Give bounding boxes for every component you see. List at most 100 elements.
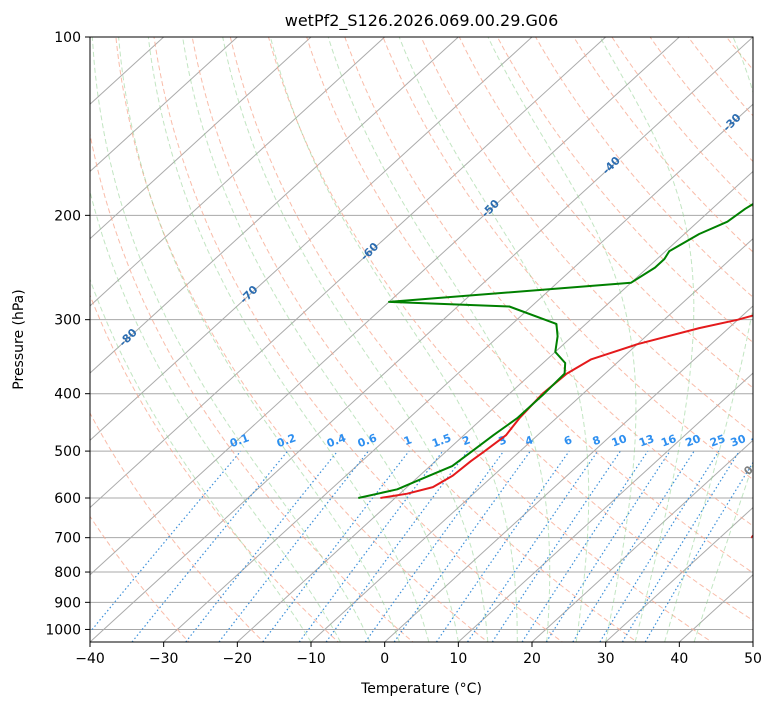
- mixing-ratio-line: [621, 450, 740, 642]
- isotherm-line: [90, 37, 459, 374]
- mixing-ratio-label: 30: [729, 432, 748, 450]
- y-tick-label: 100: [54, 30, 81, 46]
- x-tick-label: 50: [744, 651, 762, 667]
- isotherm-line: [384, 305, 753, 642]
- moist-adiabat-line: [118, 37, 400, 642]
- moist-adiabat-line: [269, 37, 518, 642]
- isotherm-line: [236, 170, 753, 642]
- y-tick-label: 700: [54, 531, 81, 547]
- mixing-ratio-line: [364, 450, 505, 642]
- mixing-ratio-label: 13: [637, 432, 656, 449]
- dry-adiabat-line: [458, 37, 753, 389]
- mixing-ratio-line: [185, 450, 339, 642]
- y-tick-label: 900: [54, 595, 81, 611]
- mixing-ratio-label: 0.6: [356, 431, 379, 450]
- dewpoint-profile-line: [358, 202, 753, 499]
- x-tick-label: 10: [449, 651, 467, 667]
- moist-adiabat-label: 10: [751, 490, 771, 510]
- moist-adiabat-label: 20: [748, 525, 768, 545]
- y-tick-label: 500: [54, 444, 81, 460]
- isotherm-line: [90, 37, 753, 642]
- x-tick-label: 20: [523, 651, 541, 667]
- isotherm-line: [90, 37, 386, 307]
- mixing-ratio-label: 36: [749, 432, 768, 450]
- mixing-ratio-line: [467, 450, 599, 642]
- mixing-ratio-line: [298, 450, 444, 642]
- x-tick-label: 40: [670, 651, 688, 667]
- mixing-ratio-line: [131, 450, 289, 642]
- mixing-ratio-label: 0.2: [275, 431, 298, 450]
- mixing-ratio-line: [521, 450, 649, 642]
- isotherm-line: [90, 37, 312, 240]
- isotherm-line: [90, 37, 238, 173]
- mixing-ratio-line: [491, 450, 621, 642]
- mixing-ratio-label: 2: [461, 433, 473, 448]
- dry-adiabat-line: [344, 37, 753, 527]
- x-tick-label: −10: [296, 651, 326, 667]
- dry-adiabat-line: [267, 37, 753, 622]
- mixing-ratio-line: [325, 450, 468, 642]
- mixing-ratio-label: 4: [523, 433, 535, 448]
- x-tick-label: −20: [223, 651, 253, 667]
- isotherm-line: [531, 439, 753, 642]
- temperature-profile-line: [380, 314, 753, 499]
- mixing-ratio-label: 10: [610, 432, 629, 450]
- mixing-ratio-line: [435, 450, 570, 642]
- dry-adiabat-line: [115, 37, 489, 642]
- dry-adiabat-line: [229, 37, 713, 642]
- x-tick-label: 30: [597, 651, 615, 667]
- dry-adiabat-line: [420, 37, 753, 435]
- y-tick-label: 800: [54, 565, 81, 581]
- dry-adiabat-line: [611, 37, 753, 208]
- profile-lines: [358, 202, 753, 499]
- plot-frame: [89, 36, 754, 643]
- dry-adiabat-line: [90, 131, 414, 642]
- dry-adiabat-line: [382, 37, 753, 481]
- isotherm-line: [90, 37, 607, 509]
- isotherm-line: [752, 641, 753, 642]
- mixing-ratio-line: [545, 450, 671, 642]
- moist-adiabat-line: [222, 37, 489, 642]
- y-axis-label: Pressure (hPa): [11, 289, 27, 389]
- x-tick-label: −30: [149, 651, 179, 667]
- axes: −40 −30 −20 −10 0 10 20 30 40 5010009008007006005…: [45, 30, 762, 667]
- mixing-ratio-label: 1.5: [430, 431, 453, 450]
- mixing-ratio-label: 1: [402, 433, 414, 448]
- mixing-ratio-line: [262, 450, 410, 642]
- moist-adiabat-line: [664, 37, 753, 642]
- dry-adiabat-line: [153, 37, 564, 642]
- mixing-ratio-line: [393, 450, 531, 642]
- chart-title: wetPf2_S126.2026.069.00.29.G06: [285, 11, 559, 31]
- moist-adiabat-line: [599, 37, 695, 642]
- moist-adiabat-line: [147, 37, 430, 642]
- x-axis-label: Temperature (°C): [360, 681, 482, 697]
- y-tick-label: 200: [54, 208, 81, 224]
- moist-adiabat-label: 30: [751, 557, 771, 577]
- dry-adiabat-line: [90, 515, 190, 642]
- dry-adiabat-line: [754, 24, 775, 645]
- moist-adiabat-line: [327, 37, 551, 642]
- moist-adiabat-line: [398, 37, 590, 642]
- y-tick-label: 1000: [45, 622, 81, 638]
- moist-adiabat-label: 0: [741, 463, 756, 478]
- dry-adiabat-line: [191, 37, 638, 642]
- mixing-ratio-line: [599, 450, 720, 642]
- moist-adiabat-line: [182, 37, 459, 642]
- x-tick-label: −40: [75, 651, 105, 667]
- mixing-ratio-label: 0.4: [325, 431, 348, 450]
- mixing-ratio-label: 16: [659, 432, 678, 450]
- moist-adiabat-line: [90, 278, 312, 642]
- mixing-ratio-line: [90, 450, 242, 633]
- moist-adiabat-line: [693, 462, 753, 642]
- mixing-ratio-label: 8: [591, 433, 603, 448]
- isotherm-line: [457, 372, 753, 642]
- dry-adiabat-line: [90, 412, 265, 642]
- mixing-ratio-label: 6: [562, 433, 574, 448]
- isotherm-line: [90, 37, 680, 576]
- mixing-ratio-label: 3: [497, 433, 509, 448]
- isotherm-line: [163, 103, 753, 642]
- mixing-ratio-label: 20: [684, 432, 703, 450]
- background-lines: [90, 24, 775, 645]
- moist-adiabat-line: [487, 37, 637, 642]
